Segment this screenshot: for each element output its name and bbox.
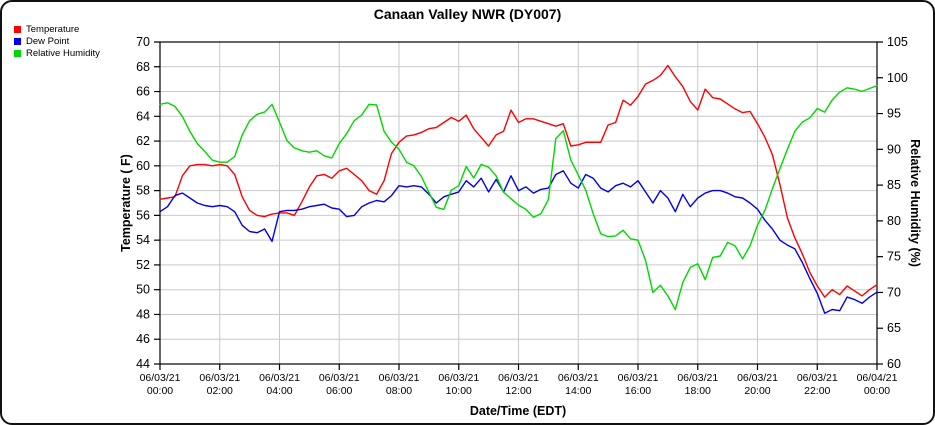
y-right-tick-label: 65 [887, 321, 901, 335]
x-tick-time-label: 10:00 [446, 385, 472, 397]
series-dew-point-line [159, 170, 878, 314]
x-tick-time-label: 02:00 [207, 385, 233, 397]
x-tick-time-label: 06:00 [326, 385, 352, 397]
legend: Temperature Dew Point Relative Humidity [14, 24, 100, 60]
x-tick-date-label: 06/03/21 [438, 372, 479, 384]
y-left-tick-label: 56 [136, 208, 150, 222]
x-tick-date-label: 06/03/21 [140, 372, 181, 384]
y-left-tick-label: 44 [136, 357, 150, 371]
axes [154, 41, 883, 370]
x-tick-date-label: 06/03/21 [558, 372, 599, 384]
legend-item-dew-point: Dew Point [14, 36, 100, 47]
legend-swatch-dew-point [14, 38, 21, 45]
y-left-tick-label: 52 [136, 258, 150, 272]
axis-tick-labels: 44 46 48 50 52 54 56 58 60 62 64 66 68 70 60 65 70 75 80 85… [136, 35, 908, 397]
y-right-tick-label: 95 [887, 107, 901, 121]
y-left-tick-label: 46 [136, 332, 150, 346]
x-tick-time-label: 22:00 [804, 385, 830, 397]
x-tick-date-label: 06/03/21 [259, 372, 300, 384]
x-tick-time-label: 20:00 [744, 385, 770, 397]
x-tick-date-label: 06/03/21 [737, 372, 778, 384]
x-tick-time-label: 00:00 [864, 385, 890, 397]
y-right-tick-label: 105 [887, 35, 908, 49]
legend-item-relative-humidity: Relative Humidity [14, 48, 100, 59]
legend-label-relative-humidity: Relative Humidity [26, 48, 100, 59]
y-left-tick-label: 64 [136, 109, 150, 123]
y-right-tick-label: 80 [887, 214, 901, 228]
y-left-tick-label: 48 [136, 307, 150, 321]
y-right-tick-label: 85 [887, 178, 901, 192]
y-right-tick-label: 75 [887, 250, 901, 264]
data-series [159, 64, 878, 314]
x-tick-date-label: 06/04/21 [857, 372, 898, 384]
x-tick-time-label: 14:00 [565, 385, 591, 397]
x-tick-time-label: 16:00 [625, 385, 651, 397]
legend-label-dew-point: Dew Point [26, 36, 70, 47]
y-left-tick-label: 68 [136, 60, 150, 74]
y-right-tick-label: 60 [887, 357, 901, 371]
y-left-tick-label: 62 [136, 134, 150, 148]
y-left-tick-label: 60 [136, 159, 150, 173]
y-left-tick-label: 50 [136, 283, 150, 297]
y-axis-left-title: Temperature ( F) [119, 154, 133, 252]
y-left-tick-label: 54 [136, 233, 150, 247]
y-right-tick-label: 70 [887, 285, 901, 299]
x-tick-date-label: 06/03/21 [379, 372, 420, 384]
gridlines [160, 42, 877, 364]
legend-label-temperature: Temperature [26, 24, 80, 35]
y-right-tick-label: 100 [887, 71, 908, 85]
series-relative-humidity-line [159, 84, 878, 311]
x-tick-date-label: 06/03/21 [677, 372, 718, 384]
x-tick-time-label: 18:00 [685, 385, 711, 397]
x-tick-date-label: 06/03/21 [199, 372, 240, 384]
x-tick-date-label: 06/03/21 [498, 372, 539, 384]
x-tick-date-label: 06/03/21 [319, 372, 360, 384]
x-tick-date-label: 06/03/21 [618, 372, 659, 384]
chart-title: Canaan Valley NWR (DY007) [373, 6, 562, 22]
legend-item-temperature: Temperature [14, 24, 100, 35]
y-left-tick-label: 70 [136, 35, 150, 49]
y-left-tick-label: 58 [136, 184, 150, 198]
y-axis-right-title: Relative Humidity (%) [908, 139, 922, 267]
x-tick-time-label: 08:00 [386, 385, 412, 397]
x-axis-title: Date/Time (EDT) [469, 404, 567, 418]
y-left-tick-label: 66 [136, 85, 150, 99]
x-tick-date-label: 06/03/21 [797, 372, 838, 384]
x-tick-time-label: 04:00 [266, 385, 292, 397]
x-tick-time-label: 00:00 [147, 385, 173, 397]
legend-swatch-temperature [14, 26, 21, 33]
legend-swatch-relative-humidity [14, 50, 21, 57]
y-right-tick-label: 90 [887, 142, 901, 156]
x-tick-time-label: 12:00 [505, 385, 531, 397]
